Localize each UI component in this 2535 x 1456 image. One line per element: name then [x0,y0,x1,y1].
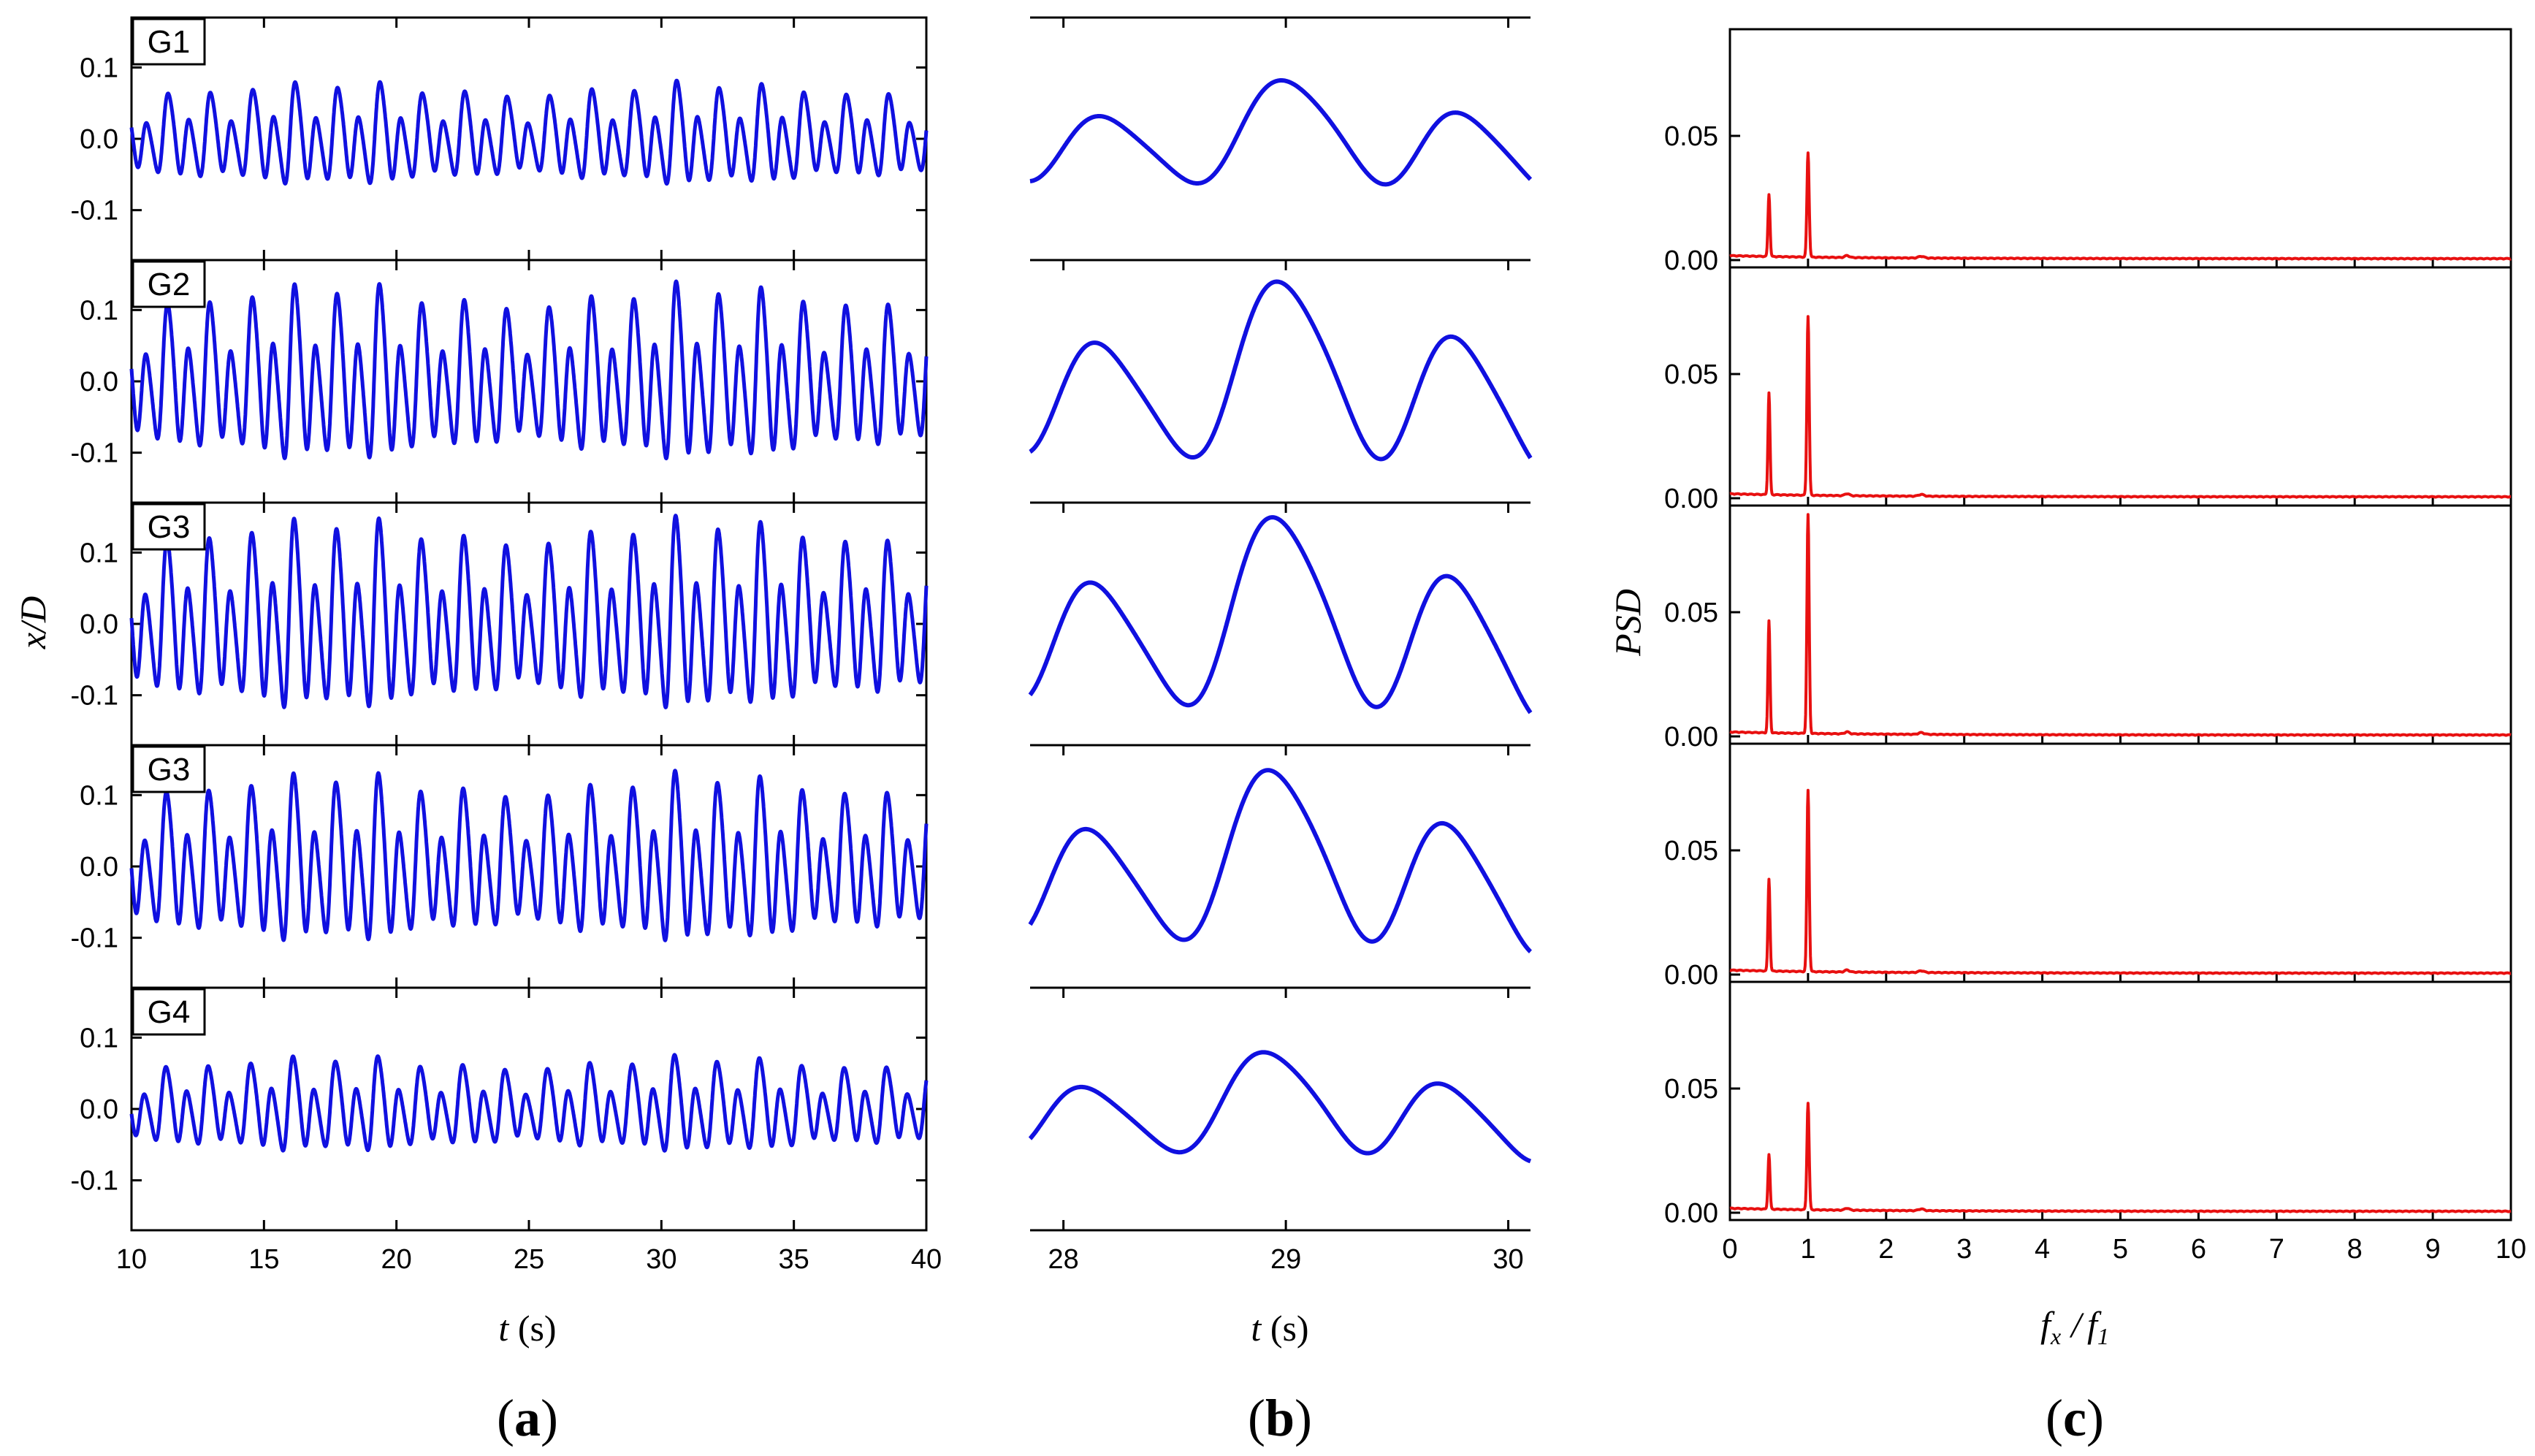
panel-a-ytick-label: 0.0 [80,124,118,155]
panel-a-xtick-label: 25 [514,1244,544,1275]
panel-c-ytick-label: 0.05 [1664,121,1718,152]
panel-label-b: (b) [1248,1389,1312,1447]
panel-c-ytick-label: 0.00 [1664,960,1718,991]
panel-c-xtick-label: 2 [1878,1234,1894,1265]
panel-c-ytick-label: 0.05 [1664,359,1718,390]
panel-c: 0.00 0.05 0.00 0.05 0.00 0.05 0.00 0.05 0.00 0.05… [1664,28,2526,1265]
panel-a-ytick-label: -0.1 [71,923,118,954]
panel-a-ytick-label: -0.1 [71,438,118,469]
panel-c-xtick-label: 9 [2425,1234,2441,1265]
panel-a-ytick-label: -0.1 [71,196,118,226]
panel-c-frame-5 [1728,980,2512,1221]
panel-c-xtick-label: 8 [2347,1234,2363,1265]
panel-c-ytick-label: 0.05 [1664,598,1718,628]
panel-a-ytick-label: 0.0 [80,367,118,397]
panel-a-series-label-box [131,745,206,793]
panel-a-ytick-label: 0.1 [80,295,118,326]
panel-a-series-2 [129,279,929,461]
panel-c-ytick-label: 0.00 [1664,1198,1718,1229]
panel-b-xtick-label: 30 [1493,1244,1523,1275]
panel-a-ytick-label: 0.0 [80,1094,118,1125]
panel-a-xlabel: t (s) [498,1308,556,1349]
panel-c-ytick-label: 0.05 [1664,1074,1718,1105]
panel-a-ytick-label: -0.1 [71,681,118,712]
panel-a-series-3 [129,514,929,709]
panel-label-c: (c) [2046,1389,2104,1447]
panel-c-xlabel: fx / f1 [2040,1304,2109,1349]
panel-c-ytick-label: 0.05 [1664,836,1718,866]
panel-c-xtick-label: 5 [2113,1234,2128,1265]
panel-a-series-1 [129,78,929,186]
panel-a-series-label-box [131,988,206,1036]
panel-b-series-5 [1028,1050,1533,1164]
panel-label-a: (a) [497,1389,558,1447]
panel-a-xtick-label: 35 [779,1244,809,1275]
panel-a: -0.1 0.0 0.1 G1 -0.1 0.0 0.1 G2 -0.1 0.0 0.1 G3 -0.1… [71,16,942,1275]
panel-a-ytick-label: -0.1 [71,1166,118,1197]
panel-a-frame-1 [130,16,928,262]
panel-c-xtick-label: 4 [2035,1234,2050,1265]
panel-a-series-5 [129,1053,929,1153]
panel-a-series-label: G3 [148,509,191,545]
panel-a-xtick-label: 30 [646,1244,676,1275]
panel-b-series-3 [1028,515,1533,714]
panel-a-series-label: G4 [148,994,191,1030]
panel-a-xtick-label: 40 [911,1244,942,1275]
panel-c-series-2 [1728,315,2512,499]
panel-c-ylabel: PSD [1607,589,1648,657]
panel-a-ytick-label: 0.1 [80,780,118,811]
panel-a-series-label-box [131,503,206,551]
panel-a-xtick-label: 10 [116,1244,147,1275]
panel-c-xtick-label: 10 [2496,1234,2526,1265]
panel-c-series-4 [1728,788,2512,975]
panel-c-series-1 [1728,151,2512,261]
panel-c-frame-3 [1728,504,2512,745]
panel-c-xtick-label: 3 [1956,1234,1972,1265]
panel-a-series-label: G3 [148,752,191,788]
panel-c-frame-2 [1728,266,2512,507]
panel-c-xtick-label: 7 [2269,1234,2284,1265]
panel-a-series-label-box [131,260,206,308]
panel-c-series-3 [1728,513,2512,737]
panel-c-series-5 [1728,1102,2512,1213]
panel-a-ytick-label: 0.1 [80,538,118,568]
panel-c-xtick-label: 0 [1722,1234,1737,1265]
panel-b-xtick-label: 29 [1270,1244,1301,1275]
panel-b: 28 29 30 [1028,16,1533,1275]
panel-a-frame-4 [130,744,928,989]
panel-a-ytick-label: 0.0 [80,852,118,883]
panel-c-ytick-label: 0.00 [1664,722,1718,752]
panel-c-xtick-label: 1 [1800,1234,1815,1265]
panel-b-series-1 [1028,78,1533,187]
panel-a-ytick-label: 0.0 [80,609,118,640]
panel-c-ytick-label: 0.00 [1664,484,1718,514]
panel-b-xtick-label: 28 [1048,1244,1079,1275]
panel-a-ytick-label: 0.1 [80,1023,118,1053]
panel-c-frame-1 [1728,28,2512,269]
panel-a-ytick-label: 0.1 [80,53,118,83]
panel-c-frame-4 [1728,742,2512,983]
panel-a-ylabel: x/D [12,596,53,649]
panel-a-xtick-label: 20 [381,1244,412,1275]
panel-b-series-4 [1028,768,1533,953]
panel-a-series-4 [129,769,929,942]
panel-b-series-2 [1028,279,1533,462]
panel-a-xtick-label: 15 [248,1244,279,1275]
panel-c-xtick-label: 6 [2191,1234,2206,1265]
panel-b-xlabel: t (s) [1251,1308,1308,1349]
panel-a-series-label: G2 [148,267,191,302]
panel-c-ytick-label: 0.00 [1664,245,1718,276]
panel-a-series-label-box [131,18,206,66]
panel-a-series-label: G1 [148,24,191,60]
